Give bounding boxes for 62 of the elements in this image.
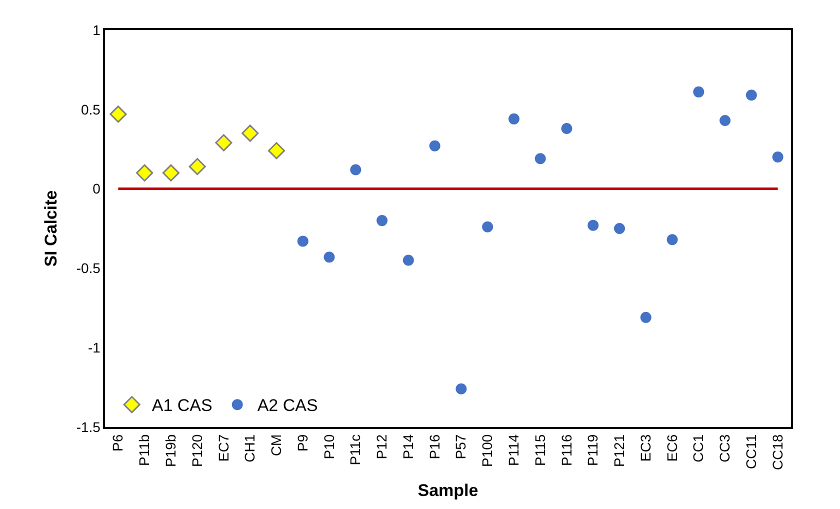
x-tick-label: P119 [584,434,601,466]
point [376,215,388,226]
x-tick-label: P10 [320,434,337,460]
point [350,164,362,176]
point [614,223,625,234]
point [482,221,494,232]
x-tick-label: EC7 [215,434,232,462]
point [402,254,414,266]
point [429,140,440,152]
x-tick-label: EC6 [664,434,680,462]
point [720,115,731,126]
y-axis-title: SI Calcite [41,190,60,267]
x-tick-label: P11c [347,434,364,466]
x-tick-label: CC18 [769,434,786,470]
y-tick-label: 0 [92,180,101,197]
point [534,153,546,164]
point [297,236,308,247]
x-tick-label: P9 [294,434,310,452]
point [136,164,154,182]
x-tick-label: P100 [479,434,496,468]
y-tick-label: -1 [88,340,101,356]
legend-label: A2 CAS [257,396,318,416]
point [110,106,127,123]
x-tick-label: P16 [426,434,442,460]
point [324,252,335,263]
point [693,86,704,98]
point [666,234,678,246]
y-tick-label: -0.5 [76,260,101,276]
x-tick-label: CM [268,434,284,456]
point [746,90,757,101]
point [640,312,652,323]
x-axis-title: Sample [418,481,478,500]
x-tick-label: P12 [374,434,390,460]
legend-label: A1 CAS [152,396,212,416]
point [242,124,259,142]
x-tick-label: P57 [452,434,469,460]
point [456,383,467,394]
point [561,122,572,134]
x-tick-label: CH1 [242,434,258,462]
point [188,158,206,176]
x-tick-label: P6 [110,434,126,452]
y-tick-label: 0.5 [80,101,101,118]
point [588,220,599,231]
point [215,134,232,152]
x-tick-label: P115 [532,434,548,466]
x-tick-label: CC11 [742,434,759,470]
y-tick-label: 1 [92,22,101,38]
point [772,152,784,163]
point [508,113,520,124]
point [268,142,286,160]
x-tick-label: CC1 [690,434,706,462]
x-tick-label: P116 [558,434,574,466]
x-tick-label: P114 [506,434,522,466]
point [162,164,180,182]
x-tick-label: P11b [136,434,152,466]
x-tick-label: CC3 [716,434,733,462]
x-tick-label: P19b [162,434,179,468]
x-tick-label: P14 [400,434,416,460]
x-tick-label: EC3 [637,434,654,462]
x-tick-label: P121 [611,434,628,468]
y-tick-label: -1.5 [76,418,101,435]
x-tick-label: P120 [188,434,205,468]
